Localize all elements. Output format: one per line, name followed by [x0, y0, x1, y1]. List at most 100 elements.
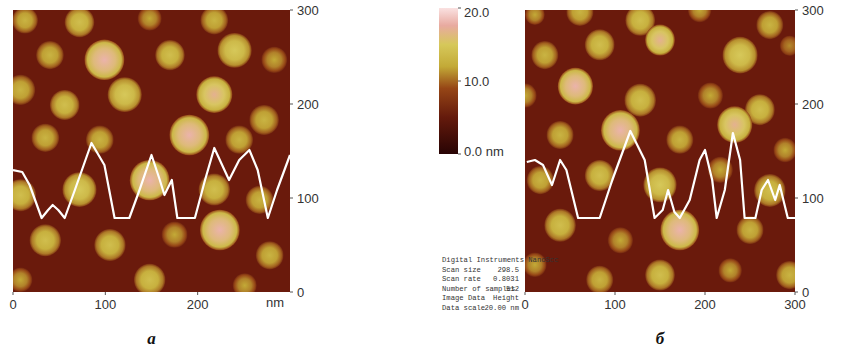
info-key: Scan size	[442, 266, 481, 274]
particle	[723, 37, 758, 74]
particle	[196, 76, 232, 113]
particle	[586, 266, 613, 292]
info-value: 20.00 nm	[484, 304, 519, 312]
particle	[698, 82, 723, 108]
info-key: Scan rate	[442, 275, 481, 283]
y-tick	[795, 292, 798, 293]
colorbar-tick-label: 20.0	[464, 5, 489, 20]
x-tick-label: 100	[94, 297, 116, 312]
plot-area	[525, 10, 795, 292]
x-axis-label: nm	[266, 295, 284, 310]
info-key: Number of samples	[442, 285, 515, 293]
particle	[525, 10, 545, 25]
y-tick-label: 200	[297, 97, 319, 112]
colorbar-scale	[439, 8, 458, 154]
x-tick-label: 200	[187, 297, 209, 312]
x-tick-label: 0	[9, 297, 16, 312]
particle	[30, 224, 61, 256]
particle	[200, 10, 228, 34]
particle	[531, 41, 558, 69]
x-tick-label: 100	[604, 297, 626, 312]
y-tick-label: 0	[802, 285, 809, 300]
particle	[162, 222, 188, 248]
y-tick-label: 300	[802, 3, 824, 18]
particle	[688, 10, 711, 22]
info-value: Height	[493, 294, 519, 302]
x-tick-label: 200	[694, 297, 716, 312]
info-value: 512	[506, 285, 519, 293]
image-background	[13, 10, 290, 292]
particle	[13, 10, 38, 34]
particle	[756, 11, 783, 39]
particle	[246, 186, 274, 214]
y-tick	[795, 198, 798, 199]
image-background	[525, 10, 795, 292]
colorbar: 0.0 nm 10.0 20.0	[439, 5, 504, 159]
y-tick-label: 300	[297, 3, 319, 18]
y-tick-label: 100	[297, 191, 319, 206]
particle	[13, 75, 35, 105]
y-tick	[290, 198, 293, 199]
particle	[138, 10, 162, 31]
particle	[608, 227, 633, 253]
y-tick-label: 200	[802, 97, 824, 112]
particle	[547, 121, 574, 149]
plot-area	[13, 10, 290, 292]
figure: 01002000100200300nmа01002003000100200300…	[0, 0, 858, 352]
particle	[773, 138, 795, 162]
particle	[566, 10, 593, 26]
particle	[170, 115, 210, 155]
particle	[645, 25, 675, 56]
x-tick	[705, 292, 706, 295]
scan-info: Digital Instruments NanoScc Scan size 298.…	[442, 256, 558, 312]
particle	[108, 77, 142, 112]
particle	[249, 105, 279, 135]
height-profile	[527, 131, 795, 218]
particle	[13, 268, 32, 292]
particle	[666, 126, 693, 154]
x-tick	[525, 292, 526, 295]
particle	[218, 33, 252, 68]
x-tick-label: 0	[521, 297, 528, 312]
colorbar-tick	[458, 8, 461, 9]
particle	[645, 260, 675, 291]
particle	[36, 41, 64, 69]
y-tick	[795, 10, 798, 11]
particle	[737, 216, 764, 244]
particle	[256, 241, 284, 269]
particle	[200, 210, 240, 250]
panel: 0 100 200 0 100 200 300 nm а	[5, 3, 319, 348]
info-value: 298.5	[497, 266, 519, 274]
particle	[624, 84, 656, 117]
colorbar-tick	[458, 154, 461, 155]
y-tick-label: 100	[802, 191, 824, 206]
particle	[544, 209, 576, 242]
panel: 01002003000100200300б	[513, 0, 823, 348]
particle	[134, 264, 165, 292]
particle	[525, 83, 537, 107]
colorbar-tick-label: 10.0	[464, 74, 489, 89]
height-profile	[13, 143, 290, 218]
particle	[155, 40, 185, 70]
particle	[776, 261, 795, 289]
particle	[261, 47, 287, 73]
particle	[601, 110, 640, 150]
info-key: Image Data	[442, 294, 486, 302]
info-value: 0.8031	[493, 275, 519, 283]
y-tick	[290, 10, 293, 11]
x-tick	[197, 292, 198, 295]
colorbar-tick-label: 0.0 nm	[464, 144, 504, 159]
info-key: Digital Instruments NanoScc	[442, 256, 558, 264]
info-key: Data scale	[442, 304, 485, 312]
y-tick-label: 0	[297, 285, 304, 300]
particle	[31, 124, 59, 152]
particle	[585, 29, 615, 60]
x-tick	[615, 292, 616, 295]
particle	[65, 10, 95, 37]
particle	[719, 258, 742, 282]
x-tick	[105, 292, 106, 295]
colorbar-tick	[458, 81, 461, 82]
x-tick	[13, 292, 14, 295]
particle	[233, 273, 257, 292]
panel-label: а	[147, 329, 156, 348]
